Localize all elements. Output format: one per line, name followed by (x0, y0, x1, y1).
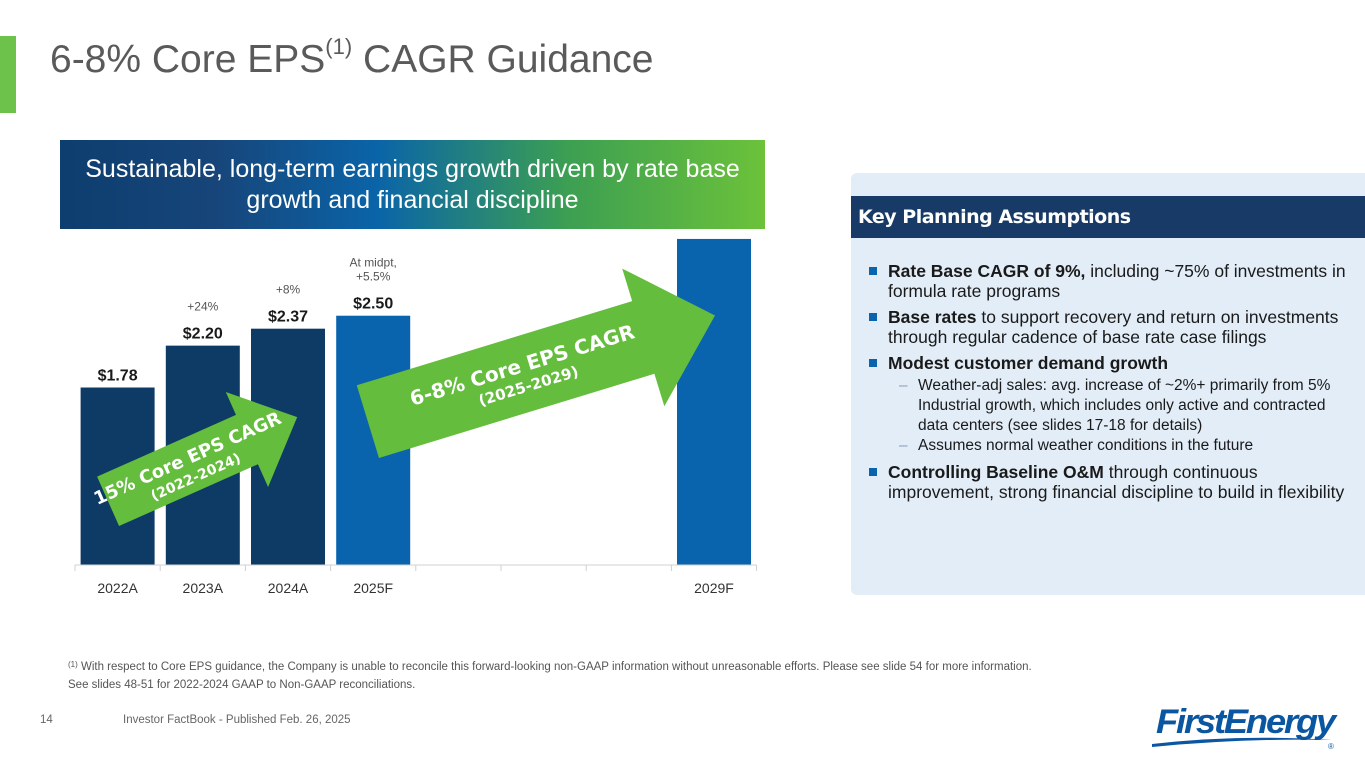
title-accent-bar (0, 36, 16, 113)
dash-icon: – (899, 377, 908, 394)
title-footnote-marker: (1) (325, 34, 353, 59)
logo-text: FirstEnergy (1156, 703, 1338, 741)
publication-info: Investor FactBook - Published Feb. 26, 2… (123, 714, 351, 726)
assumption-text: to support recovery and return on invest… (888, 307, 1339, 347)
bullet-square-icon (869, 468, 877, 476)
bar-value-label: $1.78 (98, 368, 138, 385)
assumptions-panel: Key Planning Assumptions Rate Base CAGR … (851, 173, 1365, 595)
bar-value-label: $2.50 (353, 296, 393, 313)
logo-registered-mark: ® (1328, 742, 1334, 751)
title-rest: CAGR Guidance (352, 38, 654, 81)
footnote-text-1: With respect to Core EPS guidance, the C… (77, 661, 1032, 673)
banner: Sustainable, long-term earnings growth d… (60, 140, 765, 229)
growth-label: +24% (187, 300, 218, 314)
growth-label: +5.5% (356, 270, 391, 284)
sub-item-text: Weather-adj sales: avg. increase of ~2%+… (918, 377, 1331, 434)
bullet-square-icon (869, 313, 877, 321)
assumption-bold: Rate Base CAGR of 9%, (888, 261, 1086, 281)
title-main: 6-8% Core EPS (50, 38, 326, 81)
x-tick-label: 2023A (183, 580, 224, 596)
x-tick-label: 2022A (97, 580, 138, 596)
footnote-line-2: See slides 48-51 for 2022-2024 GAAP to N… (68, 679, 416, 691)
assumptions-list: Rate Base CAGR of 9%, including ~75% of … (869, 261, 1359, 508)
bullet-square-icon (869, 267, 877, 275)
page-number: 14 (40, 714, 53, 726)
footnote-marker: (1) (68, 660, 78, 669)
assumption-bold: Modest customer demand growth (888, 353, 1169, 373)
growth-label: At midpt, (350, 256, 397, 270)
x-tick-label: 2024A (268, 580, 309, 596)
sub-item-text: Assumes normal weather conditions in the… (918, 437, 1254, 454)
bar-value-label: $2.37 (268, 309, 308, 326)
assumption-item: Base rates to support recovery and retur… (869, 307, 1359, 347)
sub-item: – Assumes normal weather conditions in th… (888, 436, 1359, 456)
eps-chart: $1.78 2022A $2.20 2023A $2.37 2024A $2.50 2025F… (74, 238, 758, 596)
assumption-item: Rate Base CAGR of 9%, including ~75% of … (869, 261, 1359, 301)
assumption-item: Controlling Baseline O&M through continu… (869, 462, 1359, 502)
bar-value-label: $2.20 (183, 326, 223, 343)
slide-title: 6-8% Core EPS(1) CAGR Guidance (50, 34, 654, 82)
assumption-item: Modest customer demand growth – Weather-ad… (869, 353, 1359, 456)
arrow-shape (356, 268, 716, 458)
bullet-square-icon (869, 359, 877, 367)
panel-header: Key Planning Assumptions (851, 196, 1365, 238)
assumption-bold: Base rates (888, 307, 977, 327)
x-tick-label: 2025F (353, 580, 393, 596)
firstenergy-logo: FirstEnergy ® (1152, 703, 1340, 751)
assumption-text: including ~75% of investments in formula… (888, 261, 1346, 301)
sub-list: – Weather-adj sales: avg. increase of ~2%… (888, 376, 1359, 456)
bar (677, 238, 751, 566)
logo-swoosh (1152, 737, 1332, 747)
assumption-bold: Controlling Baseline O&M (888, 462, 1104, 482)
x-tick-label: 2029F (694, 580, 734, 596)
sub-item: – Weather-adj sales: avg. increase of ~2%… (888, 376, 1359, 436)
arrow-shape (97, 392, 298, 527)
assumption-text: through continuous improvement, strong f… (888, 462, 1345, 502)
growth-label: +8% (276, 283, 301, 297)
footnote-line-1: (1) With respect to Core EPS guidance, t… (68, 658, 1032, 676)
dash-icon: – (899, 437, 908, 454)
footnote: (1) With respect to Core EPS guidance, t… (68, 658, 1032, 694)
banner-text: Sustainable, long-term earnings growth d… (85, 154, 740, 214)
